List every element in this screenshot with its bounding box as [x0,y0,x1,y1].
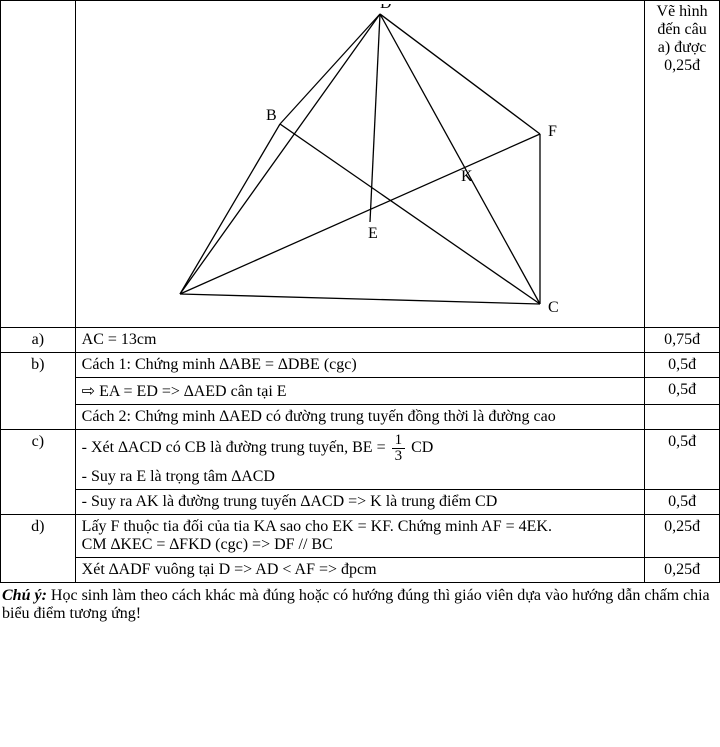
cell-diagram-score: Vẽ hình đến câu a) được 0,25đ [645,1,720,328]
text-d-2: Xét ∆ADF vuông tại D => AD < AF => đpcm [75,558,644,583]
label-d: d) [1,515,76,583]
row-diagram: B C D E F K Vẽ hình đến câu a) được 0,25đ [1,1,720,328]
svg-text:D: D [380,4,392,12]
frac-den: 3 [392,449,406,464]
score-d-1: 0,25đ [645,515,720,558]
text-c-2: - Suy ra E là trọng tâm ∆ACD [82,468,638,486]
score-b-3 [645,405,720,430]
label-c: c) [1,430,76,515]
svg-text:E: E [368,225,378,242]
row-a: a) AC = 13cm 0,75đ [1,328,720,353]
label-b: b) [1,353,76,430]
row-c-1: c) - Xét ∆ACD có CB là đường trung tuyến… [1,430,720,490]
fraction-c: 1 3 [392,433,406,464]
text-b-1: Cách 1: Chứng minh ∆ABE = ∆DBE (cgc) [75,353,644,378]
row-d-1: d) Lấy F thuộc tia đối của tia KA sao ch… [1,515,720,558]
note-label: Chú ý: [2,587,47,604]
text-c-1b: CD [411,439,433,456]
score-c-1: 0,5đ [645,430,720,490]
text-c-3: - Suy ra AK là đường trung tuyến ∆ACD =>… [75,490,644,515]
text-a: AC = 13cm [75,328,644,353]
score-b-1: 0,5đ [645,353,720,378]
score-a: 0,75đ [645,328,720,353]
score-c-2: 0,5đ [645,490,720,515]
svg-text:C: C [548,299,559,316]
row-b-2: ⇨ EA = ED => ∆AED cân tại E 0,5đ [1,378,720,405]
svg-text:K: K [461,168,473,185]
geometry-diagram: B C D E F K [120,4,600,324]
row-b-1: b) Cách 1: Chứng minh ∆ABE = ∆DBE (cgc) … [1,353,720,378]
text-c-1: - Xét ∆ACD có CB là đường trung tuyến, B… [75,430,644,490]
solution-table: BCDEFK Vẽ hình đến câu a) được 0,25đ a) … [0,0,720,583]
text-d-1: Lấy F thuộc tia đối của tia KA sao cho E… [75,515,644,558]
cell-diagram-label [1,1,76,328]
svg-text:F: F [548,123,557,140]
score-b-2: 0,5đ [645,378,720,405]
note-text: Học sinh làm theo cách khác mà đúng hoặc… [2,587,710,622]
text-d-1b: CM ∆KEC = ∆FKD (cgc) => DF // BC [82,536,638,554]
text-b-3: Cách 2: Chứng minh ∆AED có đường trung t… [75,405,644,430]
text-b-2: ⇨ EA = ED => ∆AED cân tại E [75,378,644,405]
row-d-2: Xét ∆ADF vuông tại D => AD < AF => đpcm … [1,558,720,583]
text-c-1a: - Xét ∆ACD có CB là đường trung tuyến, B… [82,439,390,456]
footer-note: Chú ý: Học sinh làm theo cách khác mà đú… [0,583,720,627]
frac-num: 1 [392,433,406,449]
cell-diagram: B C D E F K [75,1,644,328]
row-b-3: Cách 2: Chứng minh ∆AED có đường trung t… [1,405,720,430]
row-c-2: - Suy ra AK là đường trung tuyến ∆ACD =>… [1,490,720,515]
score-d-2: 0,25đ [645,558,720,583]
label-a: a) [1,328,76,353]
svg-text:B: B [266,107,277,124]
text-d-1a: Lấy F thuộc tia đối của tia KA sao cho E… [82,518,638,536]
